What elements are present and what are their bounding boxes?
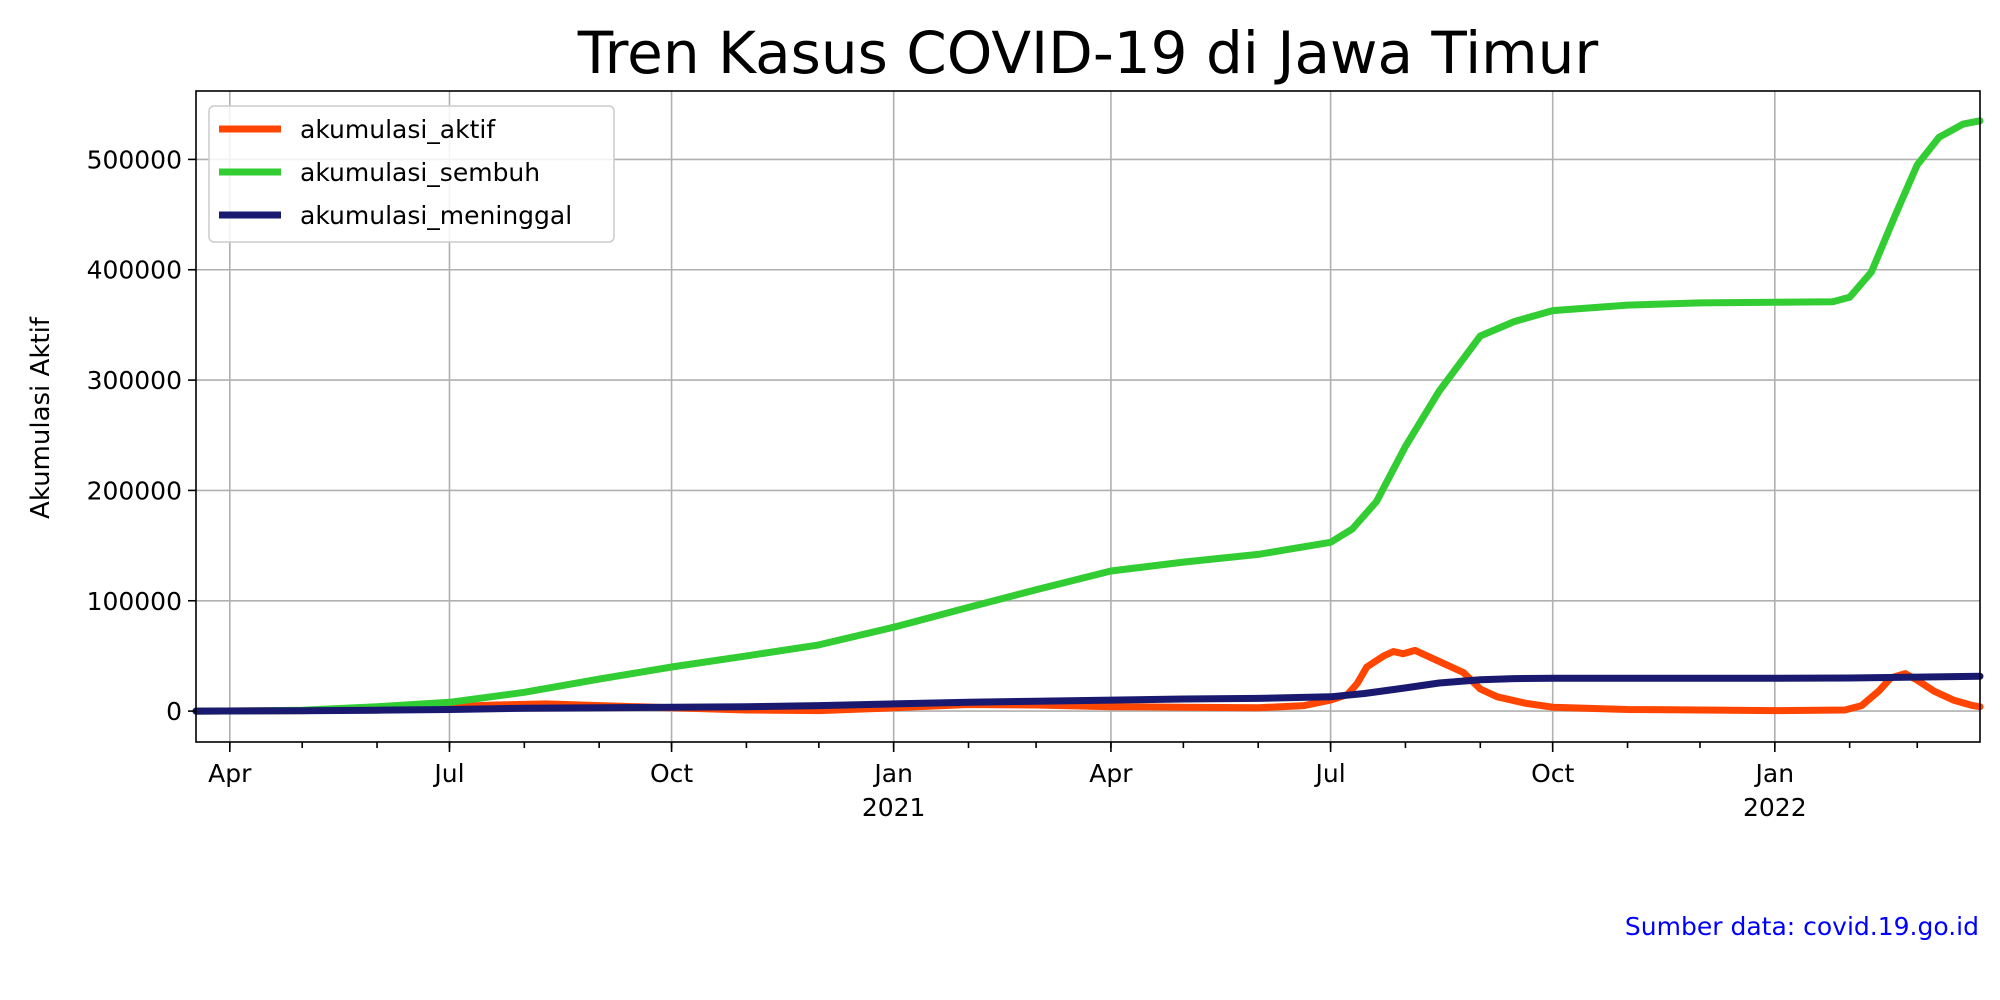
legend-label-akumulasi_meninggal: akumulasi_meninggal	[300, 201, 572, 230]
legend: akumulasi_aktif akumulasi_sembuh akumulasi…	[208, 105, 615, 243]
series-line-akumulasi_meninggal	[192, 672, 1984, 715]
x-tick-label: Jul	[432, 759, 464, 788]
legend-label-akumulasi_aktif: akumulasi_aktif	[300, 115, 496, 144]
x-tick-label: Oct	[650, 759, 693, 788]
source-note: Sumber data: covid.19.go.id	[1625, 912, 1979, 941]
axis-ticks: 0 100000 200000 300000 400000 500000 Apr Jul Oct…	[87, 145, 1919, 822]
series-lines	[192, 117, 1984, 715]
y-axis-label: Akumulasi Aktif	[26, 316, 56, 519]
y-tick-label: 0	[166, 697, 182, 726]
y-tick-label: 500000	[87, 145, 182, 174]
x-tick-year-label: 2022	[1743, 793, 1807, 822]
x-tick-label: Jan	[872, 759, 913, 788]
x-tick-year-label: 2021	[862, 793, 926, 822]
chart-title: Tren Kasus COVID-19 di Jawa Timur	[577, 19, 1599, 87]
x-tick-label: Apr	[1089, 759, 1133, 788]
y-tick-label: 300000	[87, 366, 182, 395]
x-tick-label: Jul	[1314, 759, 1346, 788]
y-tick-label: 100000	[87, 587, 182, 616]
plot-frame	[195, 90, 1981, 743]
y-tick-label: 200000	[87, 476, 182, 505]
legend-label-akumulasi_sembuh: akumulasi_sembuh	[300, 158, 540, 187]
legend-box	[208, 105, 615, 243]
x-tick-label: Oct	[1531, 759, 1574, 788]
y-tick-label: 400000	[87, 256, 182, 285]
x-tick-label: Jan	[1754, 759, 1795, 788]
series-line-akumulasi_sembuh	[192, 117, 1984, 715]
x-tick-label: Apr	[208, 759, 252, 788]
